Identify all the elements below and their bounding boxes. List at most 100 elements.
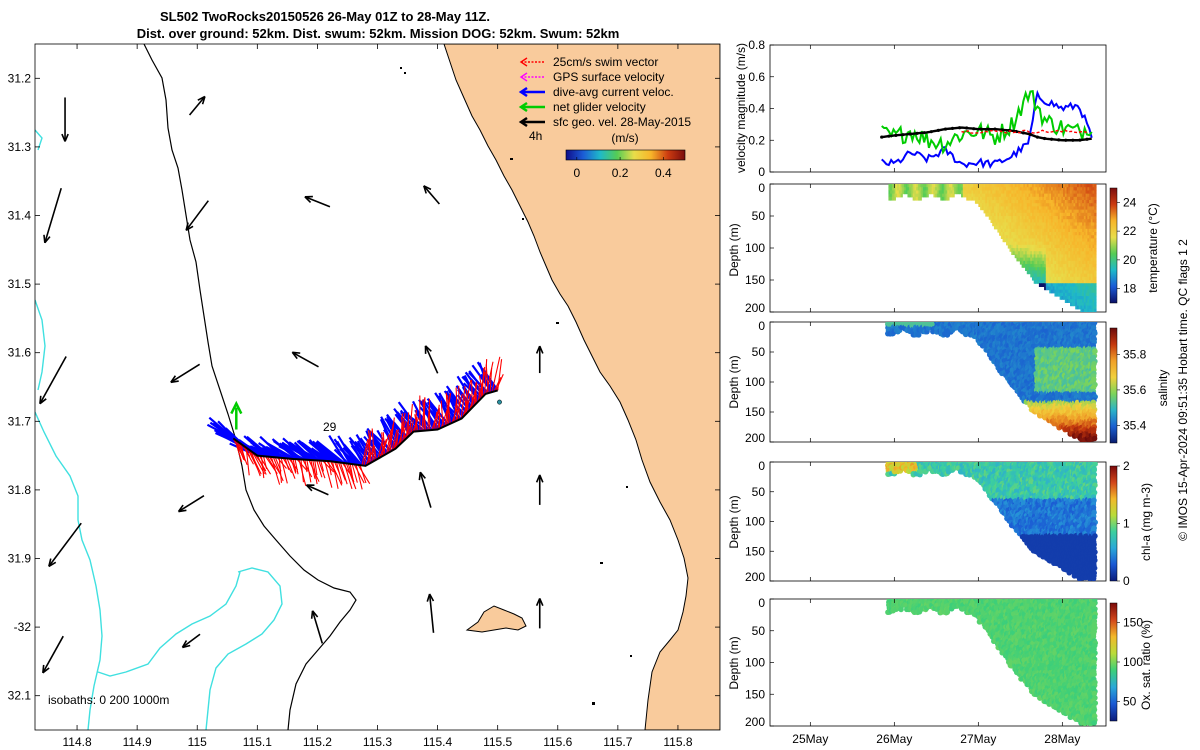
section-cell [1056, 286, 1059, 291]
section-cell [1016, 184, 1019, 188]
section-cell [1085, 184, 1088, 188]
section-cell [1090, 257, 1094, 262]
section-cell [967, 190, 971, 195]
section-cell [1066, 241, 1069, 246]
section-cell [1082, 273, 1085, 278]
section-cell [1064, 241, 1068, 246]
section-cell [969, 193, 973, 198]
section-cell [1030, 254, 1033, 259]
section-cell [1082, 190, 1085, 195]
x-tick-label: 115.4 [423, 735, 452, 749]
swim-vector [465, 390, 469, 412]
temperature-depth-label: Depth (m) [727, 223, 741, 276]
section-cell [1037, 219, 1040, 223]
section-cell [1026, 232, 1030, 236]
section-cell [1023, 238, 1026, 243]
y-tick-label: 31.3 [8, 140, 32, 154]
section-cell [1035, 241, 1038, 246]
section-cell [1042, 283, 1045, 287]
section-cell [1061, 200, 1064, 204]
section-cell [1037, 209, 1040, 214]
section-cell [995, 225, 998, 230]
geo-velocity-marker [901, 133, 905, 137]
section-cell [1092, 302, 1095, 307]
section-cell [1056, 241, 1059, 246]
section-cell [1038, 228, 1042, 233]
rock [556, 322, 559, 324]
section-cell [1056, 219, 1059, 223]
section-cell [1019, 184, 1023, 188]
section-cell [1054, 200, 1057, 204]
section-cell [1071, 292, 1075, 297]
section-cell [1075, 296, 1078, 300]
section-cell [1066, 251, 1069, 255]
swim-vector [242, 445, 254, 465]
section-cell [1089, 200, 1092, 204]
section-cell [909, 187, 912, 191]
section-cell [1031, 190, 1035, 195]
section-cell [1044, 196, 1047, 201]
section-cell [1038, 190, 1042, 195]
section-cell [1075, 200, 1078, 204]
section-cell [1011, 248, 1014, 252]
section-cell [1089, 184, 1092, 188]
section-cell [1083, 257, 1087, 262]
section-cell [1045, 276, 1049, 281]
section-cell [1082, 244, 1085, 249]
section-cell [1064, 222, 1068, 227]
section-cell [1085, 232, 1088, 236]
section-cell [1059, 289, 1062, 294]
section-cell [1047, 244, 1050, 249]
section-cell [1030, 212, 1033, 217]
section-cell [1082, 238, 1085, 243]
section-cell [1019, 209, 1023, 214]
section-cell [900, 190, 903, 195]
section-cell [1064, 203, 1068, 207]
swim-vector [250, 450, 261, 477]
section-cell [1042, 280, 1045, 284]
section-cell [1092, 209, 1095, 214]
section-cell [1066, 276, 1069, 281]
section-cell [992, 203, 995, 207]
island [465, 605, 527, 633]
section-cell [992, 209, 995, 214]
section-cell [1082, 296, 1085, 300]
section-cell [1033, 222, 1037, 227]
section-cell [1040, 212, 1043, 217]
geo-velocity-marker [880, 135, 884, 139]
section-cell [1052, 264, 1056, 268]
section-cell [1012, 209, 1016, 214]
section-cell [1063, 235, 1066, 239]
section-cell [1094, 302, 1097, 307]
section-cell [1073, 296, 1076, 300]
net-velocity-arrowhead [230, 400, 243, 415]
geo-velocity-marker [929, 130, 933, 134]
section-cell [910, 193, 914, 198]
section-cell [1019, 200, 1023, 204]
section-cell [992, 196, 995, 201]
section-cell [897, 193, 900, 198]
section-cell [1051, 225, 1054, 230]
section-cell [967, 196, 971, 201]
section-cell [1009, 206, 1012, 211]
section-cell [1004, 196, 1007, 201]
section-cell [1033, 251, 1037, 255]
section-cell [985, 187, 988, 191]
x-tick-label: 114.9 [123, 735, 152, 749]
section-cell [1082, 203, 1085, 207]
section-cell [1061, 222, 1064, 227]
current-vector [262, 447, 290, 460]
section-cell [993, 193, 997, 198]
section-cell [1076, 196, 1080, 201]
section-cell [1037, 260, 1040, 265]
section-cell [1000, 212, 1004, 217]
swim-vector [262, 456, 268, 470]
section-cell [1063, 187, 1066, 191]
section-cell [929, 187, 933, 191]
section-cell [964, 184, 967, 188]
section-cell [1094, 280, 1097, 284]
map-panel: 114.8 114.9 115 115.1 115.2 115.3 115.4 115.5 11… [8, 43, 721, 749]
section-cell [1016, 193, 1019, 198]
section-cell [1073, 190, 1076, 195]
section-cell [1066, 283, 1069, 287]
